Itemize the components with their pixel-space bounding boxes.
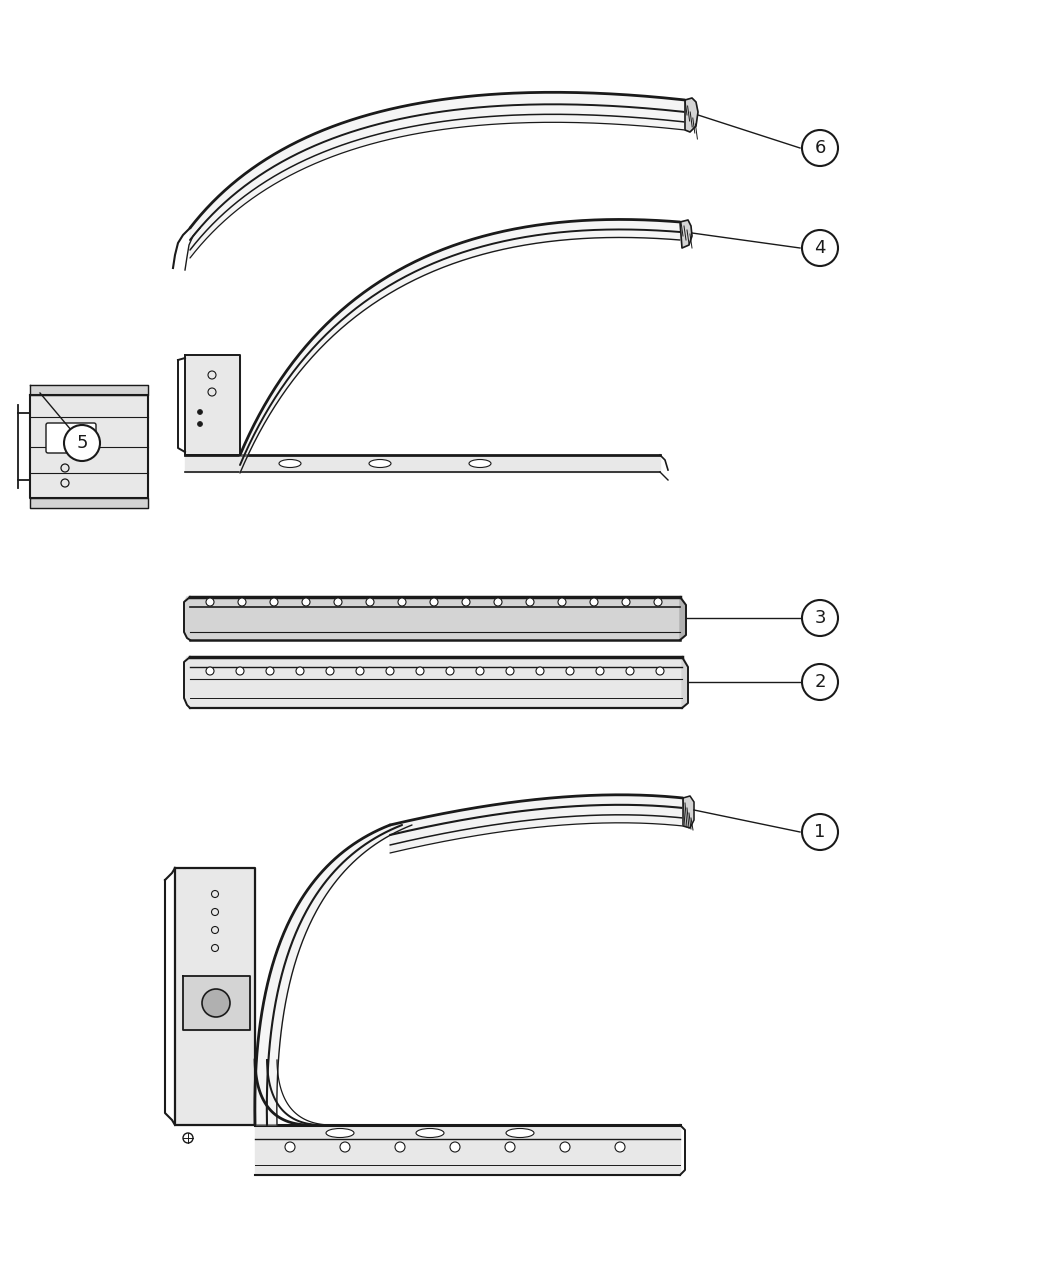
Circle shape [506,667,514,674]
Circle shape [334,598,342,606]
Circle shape [197,409,203,414]
Polygon shape [255,825,412,1125]
Circle shape [656,667,664,674]
Circle shape [615,1142,625,1153]
Circle shape [802,601,838,636]
Circle shape [526,598,534,606]
Circle shape [462,598,470,606]
Circle shape [266,667,274,674]
Circle shape [622,598,630,606]
Circle shape [802,813,838,850]
Polygon shape [185,455,660,472]
Polygon shape [190,92,685,258]
Text: 3: 3 [814,609,825,627]
Ellipse shape [469,459,491,468]
Text: 4: 4 [814,238,825,258]
Circle shape [236,667,244,674]
Circle shape [206,598,214,606]
Text: 2: 2 [814,673,825,691]
Circle shape [366,598,374,606]
Polygon shape [682,796,694,827]
Circle shape [64,425,100,462]
Circle shape [626,667,634,674]
Polygon shape [682,657,688,708]
Circle shape [285,1142,295,1153]
Circle shape [326,667,334,674]
Polygon shape [185,354,240,455]
Circle shape [505,1142,514,1153]
Polygon shape [30,499,148,507]
Circle shape [560,1142,570,1153]
Circle shape [206,667,214,674]
Circle shape [590,598,598,606]
Text: 5: 5 [77,434,88,453]
Circle shape [398,598,406,606]
Circle shape [302,598,310,606]
Polygon shape [30,395,148,499]
FancyBboxPatch shape [46,423,96,453]
Circle shape [238,598,246,606]
Circle shape [558,598,566,606]
Polygon shape [175,868,255,1125]
Polygon shape [30,385,148,395]
Circle shape [446,667,454,674]
Polygon shape [390,794,682,853]
Text: 1: 1 [815,822,825,842]
Circle shape [183,1133,193,1142]
Circle shape [356,667,364,674]
Circle shape [566,667,574,674]
Circle shape [430,598,438,606]
Circle shape [386,667,394,674]
Polygon shape [184,657,688,708]
Circle shape [416,667,424,674]
Circle shape [296,667,304,674]
Circle shape [802,130,838,166]
Circle shape [596,667,604,674]
Polygon shape [183,975,250,1030]
Circle shape [395,1142,405,1153]
Circle shape [270,598,278,606]
Circle shape [494,598,502,606]
Polygon shape [680,221,692,249]
Polygon shape [240,219,680,473]
Polygon shape [255,1125,680,1176]
Ellipse shape [326,1128,354,1137]
Circle shape [802,664,838,700]
Ellipse shape [279,459,301,468]
Circle shape [654,598,662,606]
Ellipse shape [369,459,391,468]
Polygon shape [184,597,686,640]
Circle shape [197,422,203,427]
Text: 6: 6 [815,139,825,157]
Polygon shape [680,597,686,640]
Ellipse shape [416,1128,444,1137]
Ellipse shape [506,1128,534,1137]
Circle shape [340,1142,350,1153]
Circle shape [202,989,230,1017]
Polygon shape [685,98,698,133]
Circle shape [476,667,484,674]
Circle shape [536,667,544,674]
Circle shape [450,1142,460,1153]
Circle shape [802,230,838,266]
